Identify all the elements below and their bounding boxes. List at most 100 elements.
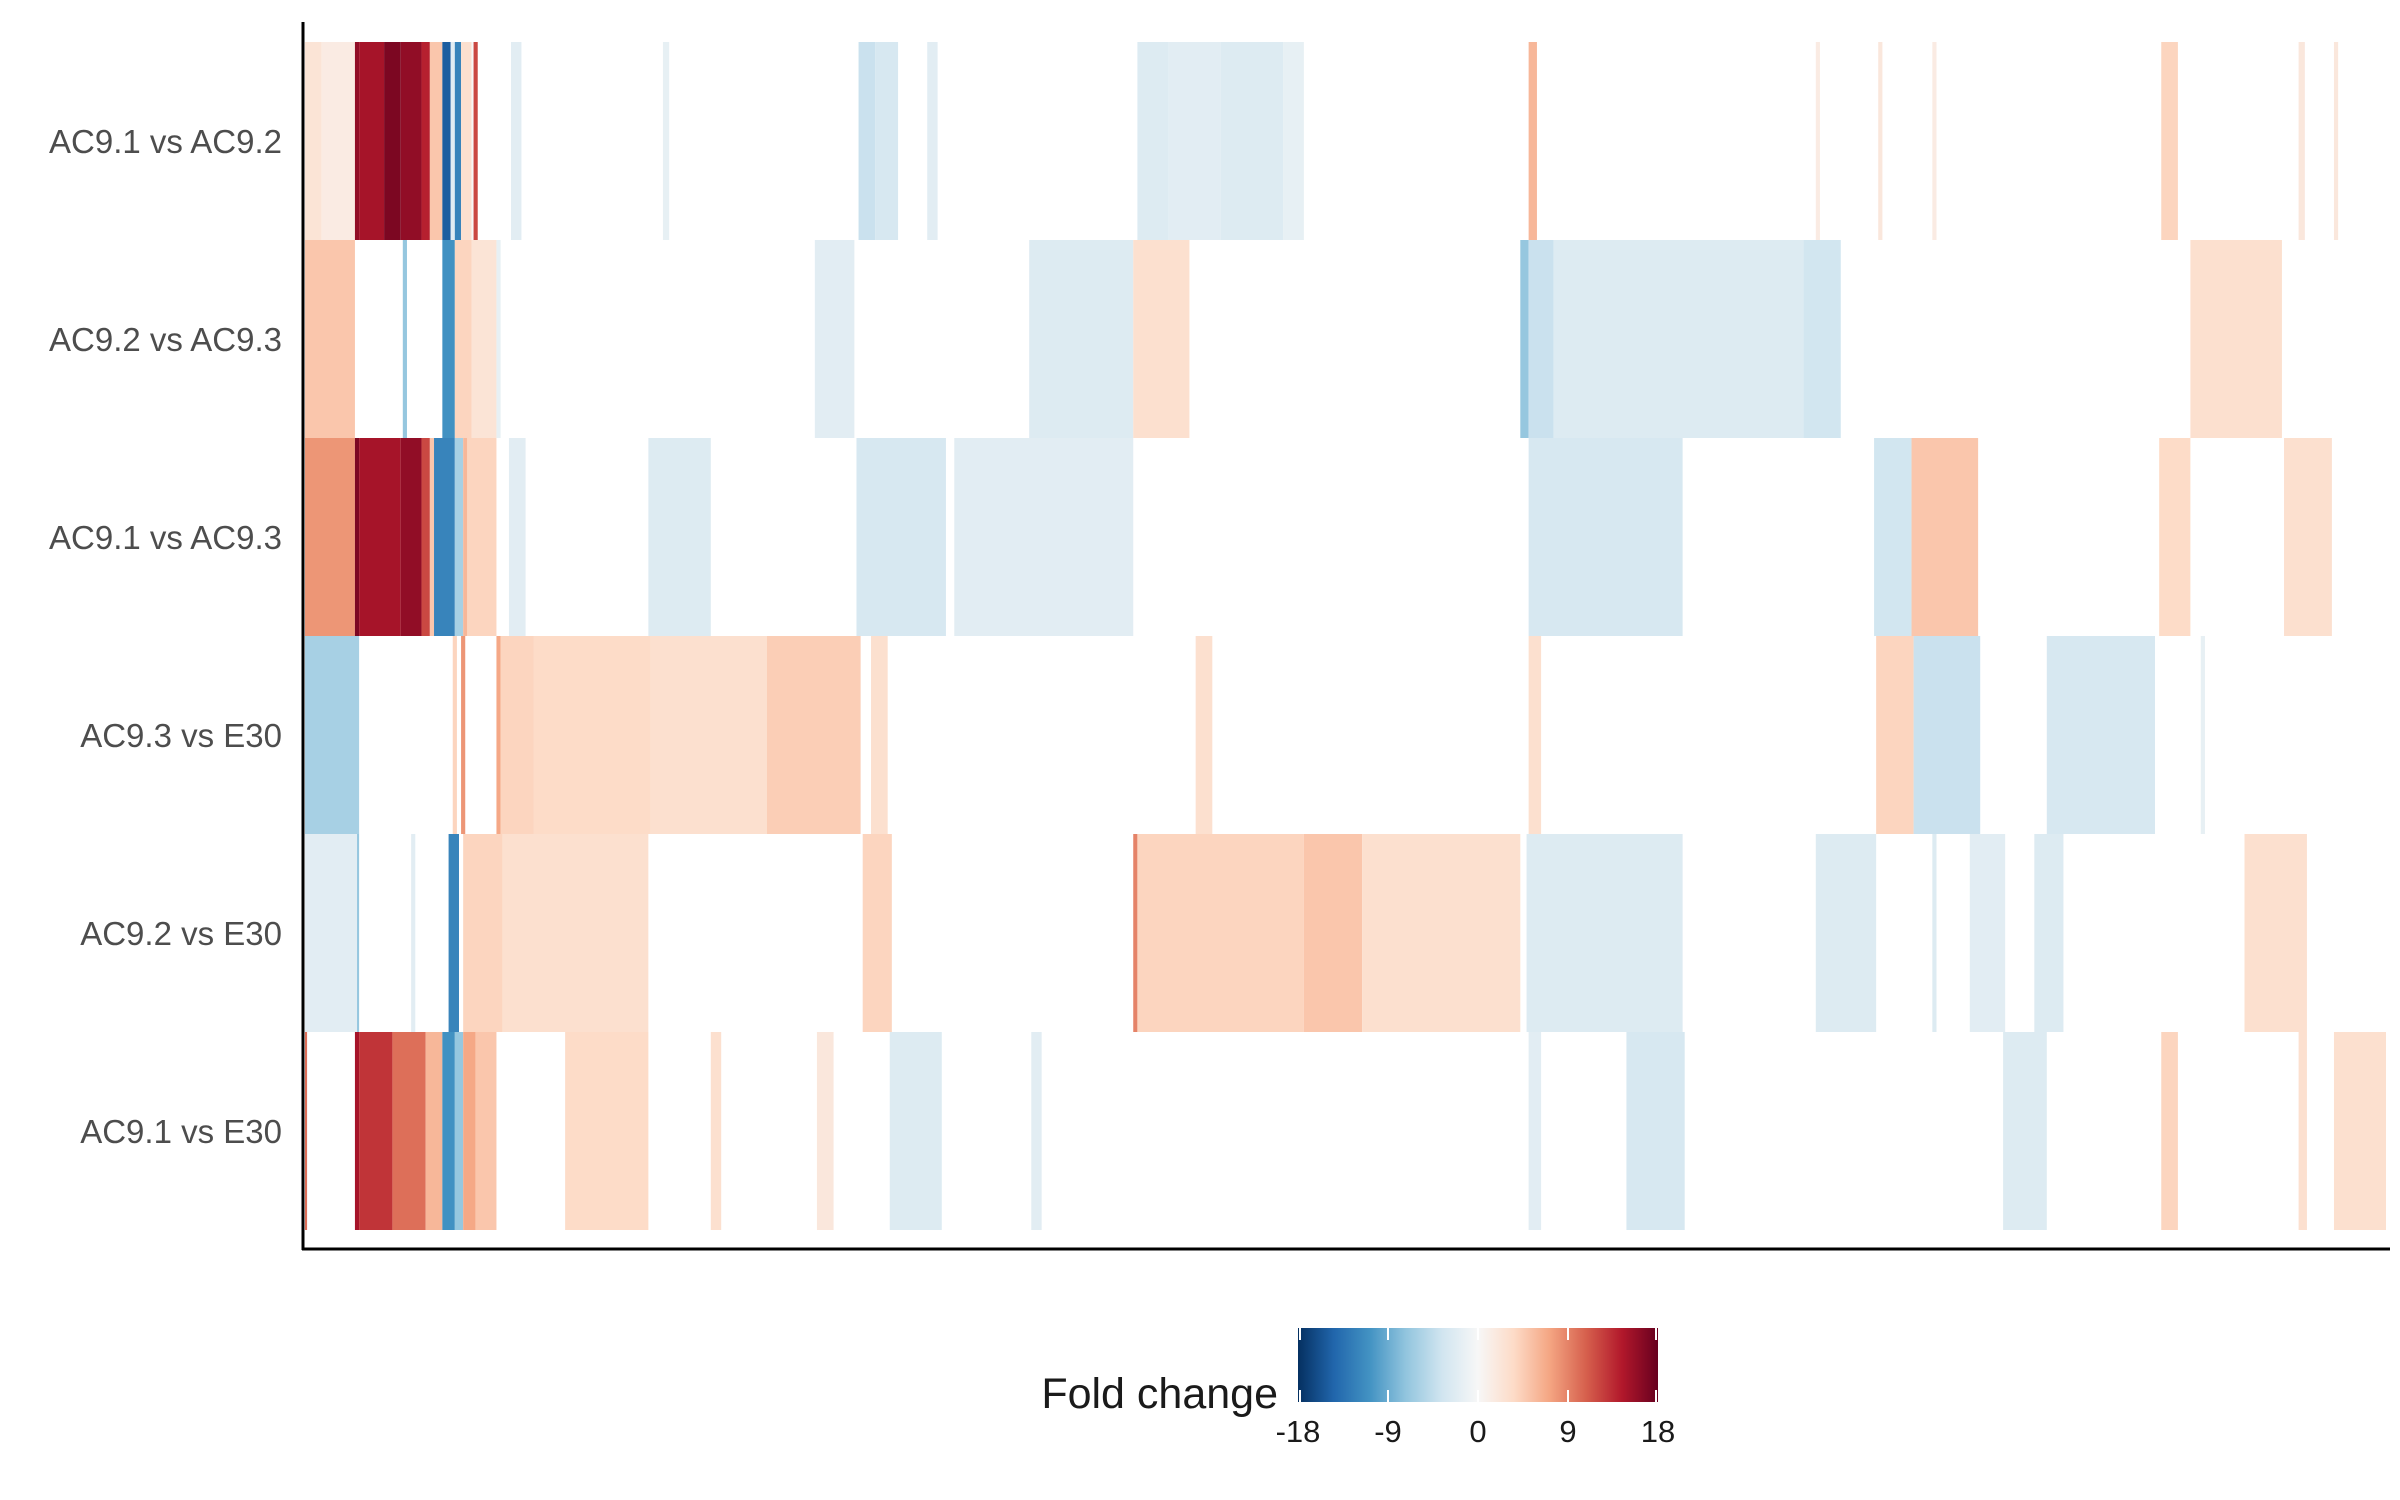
heatmap-cell xyxy=(305,240,355,438)
heatmap-cell xyxy=(1220,42,1284,240)
heatmap-cell xyxy=(434,438,455,636)
row-label: AC9.1 vs AC9.2 xyxy=(49,123,282,160)
heatmap-cell xyxy=(862,834,892,1032)
heatmap-cell xyxy=(496,636,501,834)
heatmap-cell xyxy=(856,438,946,636)
heatmap-cell xyxy=(1283,42,1304,240)
heatmap-cell xyxy=(954,438,1134,636)
heatmap-cell xyxy=(400,42,422,240)
heatmap-cell xyxy=(500,636,534,834)
heatmap-cell xyxy=(1932,42,1937,240)
heatmap-cell xyxy=(384,42,401,240)
heatmap-cell xyxy=(875,42,899,240)
heatmap-cell xyxy=(1526,834,1683,1032)
legend-tick-label: 0 xyxy=(1469,1414,1486,1449)
legend-tick-label: -18 xyxy=(1276,1414,1321,1449)
row-labels: AC9.1 vs AC9.2 AC9.2 vs AC9.3 AC9.1 vs AC9… xyxy=(49,123,282,1150)
heatmap-cell xyxy=(1520,240,1529,438)
heatmap-row xyxy=(305,1032,2386,1230)
heatmap-cell xyxy=(1528,1032,1542,1230)
heatmap-cell xyxy=(1932,834,1937,1032)
heatmap-cell xyxy=(2298,42,2305,240)
heatmap-cell xyxy=(321,42,355,240)
heatmap-cell xyxy=(1195,636,1213,834)
heatmap-cell xyxy=(461,636,466,834)
heatmap-cell xyxy=(766,636,861,834)
heatmap-cell xyxy=(496,240,501,438)
heatmap-cell xyxy=(2161,42,2178,240)
color-legend: Fold change -18 -9 0 9 18 xyxy=(1041,1328,1675,1449)
heatmap-cell xyxy=(1137,834,1304,1032)
heatmap-cell xyxy=(1803,240,1841,438)
legend-title: Fold change xyxy=(1041,1370,1278,1418)
heatmap-cell xyxy=(1133,834,1138,1032)
heatmap-cell xyxy=(2190,240,2282,438)
heatmap-row xyxy=(305,240,2282,438)
row-label: AC9.1 vs AC9.3 xyxy=(49,519,282,556)
heatmap-cell xyxy=(2003,1032,2047,1230)
heatmap-row xyxy=(305,438,2332,636)
heatmap-row xyxy=(305,42,2339,240)
heatmap-cell xyxy=(463,1032,476,1230)
heatmap-cell xyxy=(1528,438,1683,636)
row-label: AC9.2 vs AC9.3 xyxy=(49,321,282,358)
heatmap-cell xyxy=(425,1032,443,1230)
heatmap-cell xyxy=(2034,834,2064,1032)
heatmap-cell xyxy=(1133,240,1190,438)
heatmap-cell xyxy=(2298,1032,2307,1230)
heatmap-cell xyxy=(533,636,651,834)
heatmap-cell xyxy=(2333,42,2339,240)
heatmap-cell xyxy=(1815,42,1820,240)
heatmap-cell xyxy=(463,834,503,1032)
heatmap-cell xyxy=(927,42,938,240)
heatmap-cell xyxy=(305,42,322,240)
heatmap-cell xyxy=(471,240,497,438)
heatmap-cell xyxy=(475,1032,497,1230)
heatmap-cell xyxy=(1626,1032,1685,1230)
legend-colorbar xyxy=(1298,1328,1658,1402)
heatmap-cell xyxy=(1137,42,1169,240)
heatmap-cell xyxy=(1815,834,1877,1032)
heatmap-cell xyxy=(450,42,455,240)
heatmap-cell xyxy=(1969,834,2006,1032)
heatmap-cell xyxy=(454,438,464,636)
heatmap-cell xyxy=(454,240,472,438)
heatmap-cell xyxy=(421,438,430,636)
heatmap-cell xyxy=(429,438,435,636)
heatmap-cell xyxy=(508,438,526,636)
legend-ticks: -18 -9 0 9 18 xyxy=(1276,1328,1675,1449)
heatmap-cell xyxy=(1878,42,1883,240)
heatmap-cell xyxy=(359,438,401,636)
heatmap-cell xyxy=(2159,438,2191,636)
heatmap-cell xyxy=(1528,42,1537,240)
heatmap-cell xyxy=(354,438,360,636)
heatmap-cell xyxy=(305,636,360,834)
heatmap-cell xyxy=(359,42,385,240)
heatmap-cell xyxy=(400,438,422,636)
heatmap-cell xyxy=(1528,636,1542,834)
heatmap-cell xyxy=(473,42,478,240)
row-label: AC9.2 vs E30 xyxy=(80,915,282,952)
heatmap-cell xyxy=(816,1032,834,1230)
heatmap-cell xyxy=(454,1032,464,1230)
heatmap-cell xyxy=(392,1032,426,1230)
heatmap-cell xyxy=(565,1032,649,1230)
heatmap-cell xyxy=(889,1032,942,1230)
legend-tick-label: 9 xyxy=(1559,1414,1576,1449)
legend-tick-label: -9 xyxy=(1374,1414,1402,1449)
heatmap-cell xyxy=(502,834,649,1032)
heatmap-cell xyxy=(1911,438,1979,636)
heatmap-row xyxy=(305,834,2307,1032)
heatmap-cell xyxy=(359,1032,393,1230)
heatmap-cell xyxy=(650,636,767,834)
heatmap-cell xyxy=(442,240,455,438)
heatmap-cell xyxy=(411,834,416,1032)
row-label: AC9.1 vs E30 xyxy=(80,1113,282,1150)
heatmap-cell xyxy=(1874,438,1912,636)
heatmap-cell xyxy=(648,438,711,636)
heatmap-cell xyxy=(2244,834,2307,1032)
heatmap-cell xyxy=(448,834,459,1032)
heatmap-cell xyxy=(2200,636,2205,834)
heatmap-cell xyxy=(2284,438,2332,636)
